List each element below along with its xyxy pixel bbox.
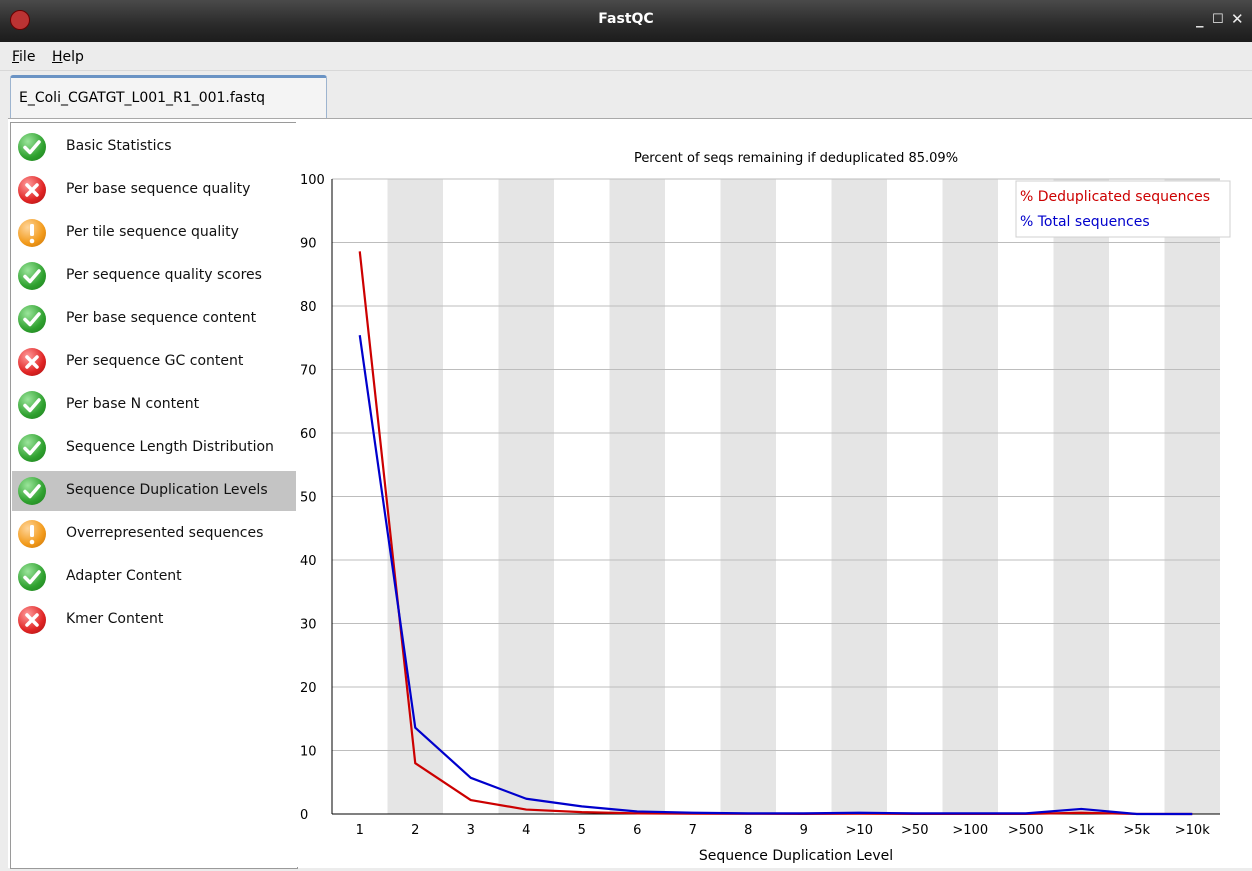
legend-box [1015, 180, 1231, 238]
menu-file-label: ile [19, 49, 36, 65]
x-axis-label: Sequence Duplication Level [699, 848, 893, 864]
module-label: Adapter Content [66, 568, 182, 584]
y-tick-label: 0 [300, 808, 308, 823]
window-titlebar: FastQC _ ☐ ✕ [0, 0, 1252, 42]
chart-svg: 0 10 20 30 40 50 60 70 80 90 100 1 2 3 4 5 6 7 8 9 >10 >50 >10… [300, 151, 1231, 864]
menu-help-mnemonic: H [52, 49, 63, 65]
x-tick-label: >10 [846, 823, 873, 838]
module-label: Per base N content [66, 396, 200, 412]
module-item[interactable]: Sequence Length Distribution [12, 428, 296, 468]
module-label: Overrepresented sequences [66, 525, 264, 541]
module-item[interactable]: Kmer Content [12, 600, 296, 640]
check-icon [18, 391, 46, 419]
y-tick-label: 20 [300, 681, 317, 696]
module-item[interactable]: Overrepresented sequences [12, 514, 296, 554]
module-item[interactable]: Per base sequence quality [12, 170, 296, 210]
module-label: Per base sequence content [66, 310, 257, 326]
y-tick-label: 90 [300, 237, 317, 252]
y-tick-label: 30 [300, 618, 317, 633]
cross-icon [18, 606, 46, 634]
module-label: Per tile sequence quality [66, 224, 239, 240]
check-icon [18, 563, 46, 591]
module-label: Basic Statistics [66, 138, 172, 154]
x-tick-label: 5 [578, 823, 586, 838]
module-item[interactable]: Sequence Duplication Levels [12, 471, 296, 511]
y-tick-label: 40 [300, 554, 317, 569]
module-item[interactable]: Per sequence quality scores [12, 256, 296, 296]
x-tick-label: 1 [356, 823, 364, 838]
x-tick-label: 2 [411, 823, 419, 838]
check-icon [18, 262, 46, 290]
module-label: Per base sequence quality [66, 181, 251, 197]
x-tick-label: 3 [467, 823, 475, 838]
menu-file-mnemonic: F [12, 49, 20, 65]
exclamation-icon [18, 219, 46, 247]
y-tick-label: 60 [300, 427, 317, 442]
x-tick-label: >5k [1123, 823, 1150, 838]
maximize-icon[interactable]: ☐ [1212, 12, 1224, 27]
y-tick-label: 50 [300, 491, 317, 506]
menu-file[interactable]: File [12, 49, 35, 65]
duplication-chart: 0 10 20 30 40 50 60 70 80 90 100 1 2 3 4 5 6 7 8 9 >10 >50 >10… [296, 122, 1250, 867]
legend-entry: % Deduplicated sequences [1020, 189, 1210, 205]
y-tick-label: 80 [300, 300, 317, 315]
module-item[interactable]: Per base sequence content [12, 299, 296, 339]
module-label: Kmer Content [66, 611, 164, 627]
check-icon [18, 434, 46, 462]
file-tab[interactable]: E_Coli_CGATGT_L001_R1_001.fastq [10, 75, 327, 120]
x-tick-label: 8 [744, 823, 752, 838]
cross-icon [18, 176, 46, 204]
x-tick-label: >50 [901, 823, 928, 838]
x-tick-label: 4 [522, 823, 530, 838]
x-tick-label: 7 [689, 823, 697, 838]
cross-icon [18, 348, 46, 376]
menu-help-label: elp [62, 49, 84, 65]
exclamation-icon [18, 520, 46, 548]
module-item[interactable]: Adapter Content [12, 557, 296, 597]
module-label: Sequence Duplication Levels [66, 482, 268, 498]
module-label: Per sequence GC content [66, 353, 244, 369]
check-icon [18, 305, 46, 333]
x-tick-label: 9 [800, 823, 808, 838]
module-item[interactable]: Per base N content [12, 385, 296, 425]
x-tick-label: >100 [952, 823, 988, 838]
legend-entry: % Total sequences [1020, 214, 1150, 230]
menu-help[interactable]: Help [52, 49, 84, 65]
file-tab-label: E_Coli_CGATGT_L001_R1_001.fastq [19, 90, 266, 106]
check-icon [18, 477, 46, 505]
module-list: Basic Statistics Per base sequence qualit… [10, 122, 298, 869]
chart-title: Percent of seqs remaining if deduplicate… [634, 151, 958, 166]
minimize-icon[interactable]: _ [1196, 10, 1204, 28]
window-title: FastQC [598, 11, 654, 27]
close-icon[interactable]: ✕ [1231, 10, 1244, 28]
y-tick-label: 10 [300, 745, 317, 760]
module-item[interactable]: Per tile sequence quality [12, 213, 296, 253]
y-tick-label: 70 [300, 364, 317, 379]
x-tick-label: 6 [633, 823, 641, 838]
check-icon [18, 133, 46, 161]
module-item[interactable]: Basic Statistics [12, 127, 296, 167]
menu-bar: File Help [0, 42, 1252, 71]
module-label: Per sequence quality scores [66, 267, 262, 283]
x-tick-label: >10k [1175, 823, 1210, 838]
series-line [358, 335, 1193, 816]
x-tick-label: >1k [1068, 823, 1095, 838]
module-label: Sequence Length Distribution [66, 439, 274, 455]
module-item[interactable]: Per sequence GC content [12, 342, 296, 382]
fastqc-app-icon [10, 10, 30, 30]
x-tick-label: >500 [1008, 823, 1044, 838]
y-tick-label: 100 [300, 173, 325, 188]
